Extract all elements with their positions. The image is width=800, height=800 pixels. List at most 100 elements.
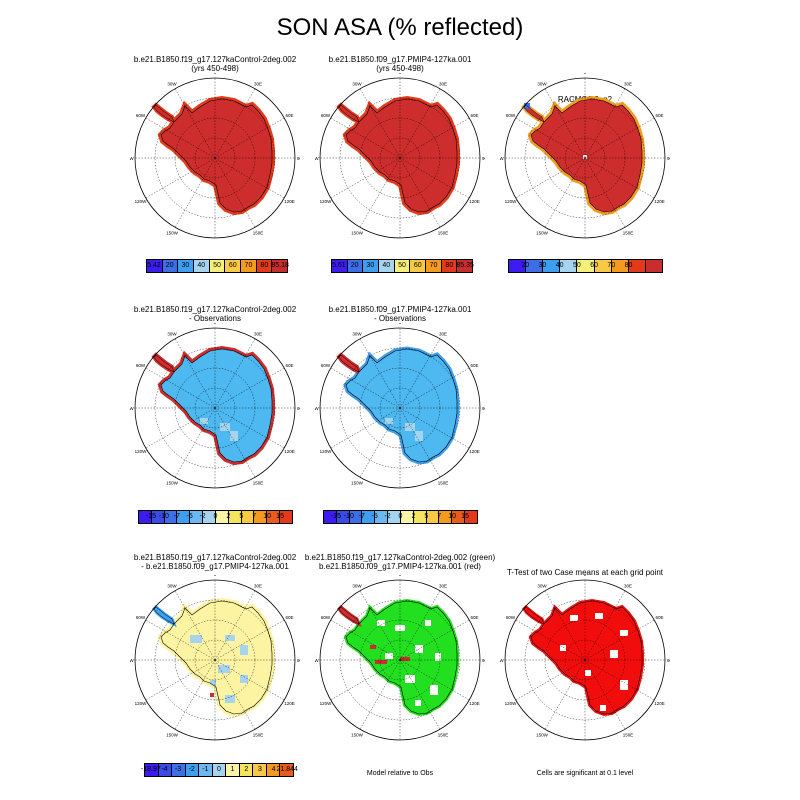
- panel-title-p7: b.e21.B1850.f19_g17.127kaControl-2deg.00…: [304, 553, 496, 571]
- polar-map-p8: 0 30E 60E 90E 120E 150E 180 150W 120W 90W 60W 30W: [500, 575, 670, 745]
- colorbar-tick-label: 80: [445, 262, 454, 269]
- lon-label: 180: [396, 744, 404, 745]
- lon-label: 30W: [167, 82, 177, 87]
- lon-label: 120W: [505, 701, 518, 706]
- lon-label: 0: [214, 575, 217, 577]
- colorbar-tick-label: -2: [384, 513, 391, 520]
- colorbar-tick-label: 5: [239, 513, 244, 520]
- lon-label: 90W: [130, 406, 134, 411]
- colorbar-tick-label: 60: [413, 262, 422, 269]
- panel-title-p6: b.e21.B1850.f19_g17.127kaControl-2deg.00…: [133, 553, 297, 571]
- colorbar-tick-label: -15: [330, 513, 341, 520]
- colorbar-tick-label: 4: [271, 766, 276, 773]
- lon-label: 90E: [297, 658, 300, 663]
- lon-label: 90E: [667, 156, 670, 161]
- lon-label: 120E: [654, 199, 665, 204]
- lon-label: 150W: [536, 230, 549, 235]
- colorbar-tick-label: -7: [173, 513, 180, 520]
- colorbar-tick-label: 40: [555, 262, 564, 269]
- colorbar-p3: 20 30 40 50 60 70 80: [508, 259, 663, 277]
- colorbar-tick-label: 70: [244, 262, 253, 269]
- panel-title-p2: b.e21.B1850.f09_g17.PMIP4-127ka.001 (yrs …: [328, 55, 472, 73]
- lon-label: 120W: [135, 199, 148, 204]
- colorbar-tick-label: 1: [230, 766, 235, 773]
- colorbar-tick-label: 70: [607, 262, 616, 269]
- lon-label: 30E: [624, 584, 632, 589]
- lon-label: 120E: [284, 449, 295, 454]
- lon-label: 120W: [320, 199, 333, 204]
- colorbar-tick-label: 10: [448, 513, 457, 520]
- colorbar-p1: 5.42 20 30 40 50 60 70 80 85.18: [146, 259, 289, 277]
- colorbar-tick-label: -2: [188, 766, 195, 773]
- lon-label: 120W: [320, 449, 333, 454]
- lon-label: 30E: [254, 332, 262, 337]
- lon-label: 120W: [320, 701, 333, 706]
- lon-label: 60W: [136, 615, 146, 620]
- lon-label: 30W: [167, 332, 177, 337]
- colorbar-tick-label: -3: [174, 766, 182, 773]
- lon-label: 90W: [315, 156, 319, 161]
- lon-label: 60W: [136, 363, 146, 368]
- colorbar-tick-label: 3: [257, 766, 262, 773]
- lon-label: 180: [396, 492, 404, 493]
- colorbar-tick-label: -5: [371, 513, 378, 520]
- polar-map-p1: 0 30E 60E 90E 120E 150E 180 150W 120W 90W 60W 30W: [130, 73, 300, 243]
- lon-label: 60W: [321, 363, 331, 368]
- lon-label: 60W: [506, 615, 516, 620]
- colorbar-tick-label: 15: [461, 513, 469, 520]
- colorbar-tick-label: 7: [437, 513, 442, 520]
- colorbar-tick-label: 40: [197, 262, 206, 269]
- lon-label: 120E: [469, 199, 480, 204]
- lon-label: 60E: [470, 615, 478, 620]
- lon-label: 0: [399, 323, 402, 325]
- lon-label: 180: [211, 242, 219, 243]
- colorbar-tick-label: 85.35: [456, 262, 474, 269]
- colorbar-tick-label: 50: [213, 262, 221, 269]
- lon-label: 90E: [297, 406, 300, 411]
- lon-label: 180: [581, 744, 589, 745]
- lon-label: 180: [396, 242, 404, 243]
- note-rel-obs: Model relative to Obs: [366, 770, 434, 777]
- lon-label: 180: [581, 242, 589, 243]
- colorbar-tick-label: -2: [199, 513, 206, 520]
- lon-label: 30W: [352, 332, 362, 337]
- lon-label: 60W: [506, 113, 516, 118]
- colorbar-tick-label: -7: [358, 513, 365, 520]
- colorbar-tick-label: 20: [521, 262, 530, 269]
- lon-label: 90W: [500, 156, 504, 161]
- panel-title-p4: b.e21.B1850.f19_g17.127kaControl-2deg.00…: [133, 305, 297, 323]
- lon-label: 90W: [130, 156, 134, 161]
- colorbar-tick-label: 50: [398, 262, 406, 269]
- lon-label: 120W: [135, 701, 148, 706]
- colorbar-p4: -15 -10 -7 -5 -2 0 2 5 7 10 15: [138, 510, 293, 528]
- lon-label: 30E: [439, 82, 447, 87]
- lon-label: 150W: [351, 732, 364, 737]
- polar-map-p4: 0 30E 60E 90E 120E 150E 180 150W 120W 90W 60W 30W: [130, 323, 300, 493]
- panel-title-p5: b.e21.B1850.f09_g17.PMIP4-127ka.001- Obs…: [328, 305, 472, 323]
- lon-label: 60W: [136, 113, 146, 118]
- lon-label: 0: [399, 575, 402, 577]
- lon-label: 60W: [321, 113, 331, 118]
- lon-label: 30E: [439, 584, 447, 589]
- colorbar-tick-label: 40: [382, 262, 391, 269]
- lon-label: 150E: [438, 732, 449, 737]
- lon-label: 90E: [482, 406, 485, 411]
- colorbar-tick-label: 20: [165, 262, 174, 269]
- colorbar-tick-label: 60: [228, 262, 237, 269]
- colorbar-tick-label: 30: [538, 262, 547, 269]
- lon-label: 60E: [285, 363, 293, 368]
- colorbar-tick-label: 21.844: [276, 766, 298, 773]
- panel-title-p8: T-Test of two Case means at each grid po…: [506, 568, 664, 577]
- lon-label: 30E: [254, 584, 262, 589]
- lon-label: 120W: [135, 449, 148, 454]
- lon-label: 150E: [438, 230, 449, 235]
- lon-label: 30E: [439, 332, 447, 337]
- lon-label: 180: [211, 744, 219, 745]
- lon-label: 30E: [624, 82, 632, 87]
- polar-map-p2: 0 30E 60E 90E 120E 150E 180 150W 120W 90W 60W 30W: [315, 73, 485, 243]
- lon-label: 150E: [253, 732, 264, 737]
- lon-label: 150E: [253, 480, 264, 485]
- lon-label: 150W: [351, 480, 364, 485]
- colorbar-tick-label: 50: [572, 262, 581, 269]
- colorbar-p5: -15 -10 -7 -5 -2 0 2 5 7 10 15: [323, 510, 478, 528]
